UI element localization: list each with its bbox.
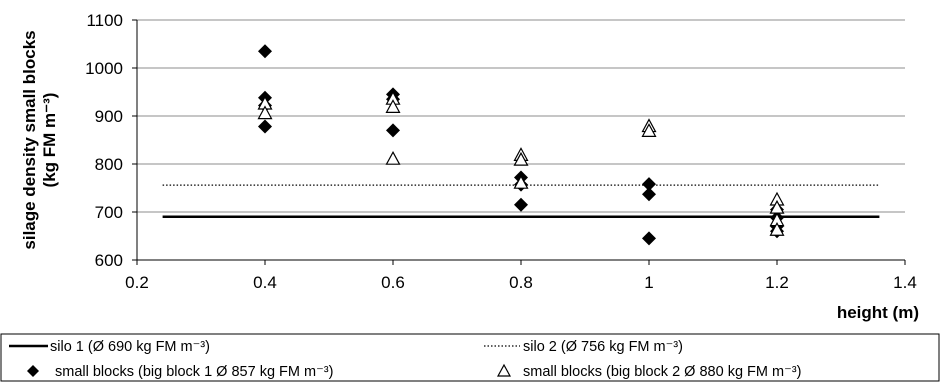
point-big-block-1 [258, 44, 272, 59]
y-axis-title-line1: silage density small blocks [20, 30, 39, 249]
point-big-block-2 [513, 151, 529, 166]
y-tick-label: 900 [95, 107, 123, 126]
x-tick-label: 0.8 [509, 273, 533, 292]
axes [132, 19, 906, 265]
legend-label-big-block-1: small blocks (big block 1 Ø 857 kg FM m⁻… [55, 364, 333, 380]
legend-label-big-block-2: small blocks (big block 2 Ø 880 kg FM m⁻… [523, 364, 801, 380]
point-big-block-1 [258, 119, 272, 134]
legend-symbol-big-block-1 [27, 365, 39, 377]
y-tick-label: 1100 [86, 11, 123, 30]
point-big-block-2 [385, 99, 401, 113]
y-tick-label: 600 [95, 251, 123, 270]
point-big-block-1 [514, 197, 528, 212]
point-big-block-1 [386, 123, 400, 138]
y-tick-label: 1000 [85, 59, 123, 78]
x-tick-label: 0.6 [381, 273, 405, 292]
legend-box [0, 333, 940, 382]
point-big-block-2 [513, 174, 529, 189]
tick-labels: 600 700 800 900 1000 1100 0.2 0.4 0.6 0.8 1 1.2 1.4 [85, 11, 917, 292]
legend-label-silo2: silo 2 (Ø 756 kg FM m⁻³) [523, 339, 683, 355]
legend-symbol-big-block-2 [496, 363, 512, 377]
x-tick-label: 0.2 [125, 273, 149, 292]
y-tick-label: 800 [95, 155, 123, 174]
x-tick-label: 0.4 [253, 273, 277, 292]
x-tick-label: 1 [644, 273, 653, 292]
point-big-block-2 [641, 123, 657, 137]
legend: silo 1 (Ø 690 kg FM m⁻³) silo 2 (Ø 756 k… [0, 333, 940, 382]
point-big-block-2 [385, 150, 401, 165]
x-tick-label: 1.4 [893, 273, 917, 292]
point-big-block-2 [769, 221, 785, 236]
point-big-block-1 [642, 177, 656, 192]
point-big-block-1 [642, 187, 656, 202]
x-axis-title: height (m) [837, 303, 919, 322]
legend-label-silo1: silo 1 (Ø 690 kg FM m⁻³) [50, 339, 210, 355]
data-points [257, 44, 785, 246]
y-axis-title-line2: (kg FM m⁻³) [40, 93, 59, 188]
y-tick-label: 700 [95, 203, 123, 222]
x-tick-label: 1.2 [765, 273, 789, 292]
point-big-block-2 [257, 105, 273, 120]
point-big-block-1 [642, 231, 656, 246]
